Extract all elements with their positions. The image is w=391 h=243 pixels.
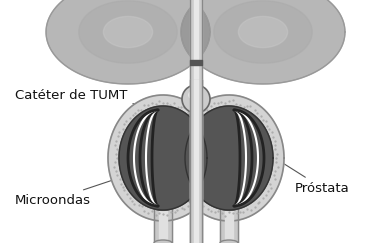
Polygon shape bbox=[181, 0, 345, 84]
Ellipse shape bbox=[154, 240, 172, 243]
Polygon shape bbox=[185, 106, 273, 210]
Ellipse shape bbox=[154, 206, 172, 210]
Text: Catéter de TUMT: Catéter de TUMT bbox=[15, 88, 190, 112]
Polygon shape bbox=[174, 95, 284, 221]
Polygon shape bbox=[46, 0, 210, 84]
Polygon shape bbox=[239, 16, 288, 48]
Text: Próstata: Próstata bbox=[280, 162, 350, 194]
Ellipse shape bbox=[220, 206, 238, 210]
Polygon shape bbox=[108, 95, 218, 221]
Polygon shape bbox=[79, 1, 177, 63]
Text: Microondas: Microondas bbox=[15, 173, 135, 207]
Ellipse shape bbox=[220, 240, 238, 243]
Circle shape bbox=[188, 91, 196, 99]
Polygon shape bbox=[103, 16, 152, 48]
Polygon shape bbox=[214, 1, 312, 63]
Polygon shape bbox=[119, 106, 207, 210]
Circle shape bbox=[182, 85, 210, 113]
